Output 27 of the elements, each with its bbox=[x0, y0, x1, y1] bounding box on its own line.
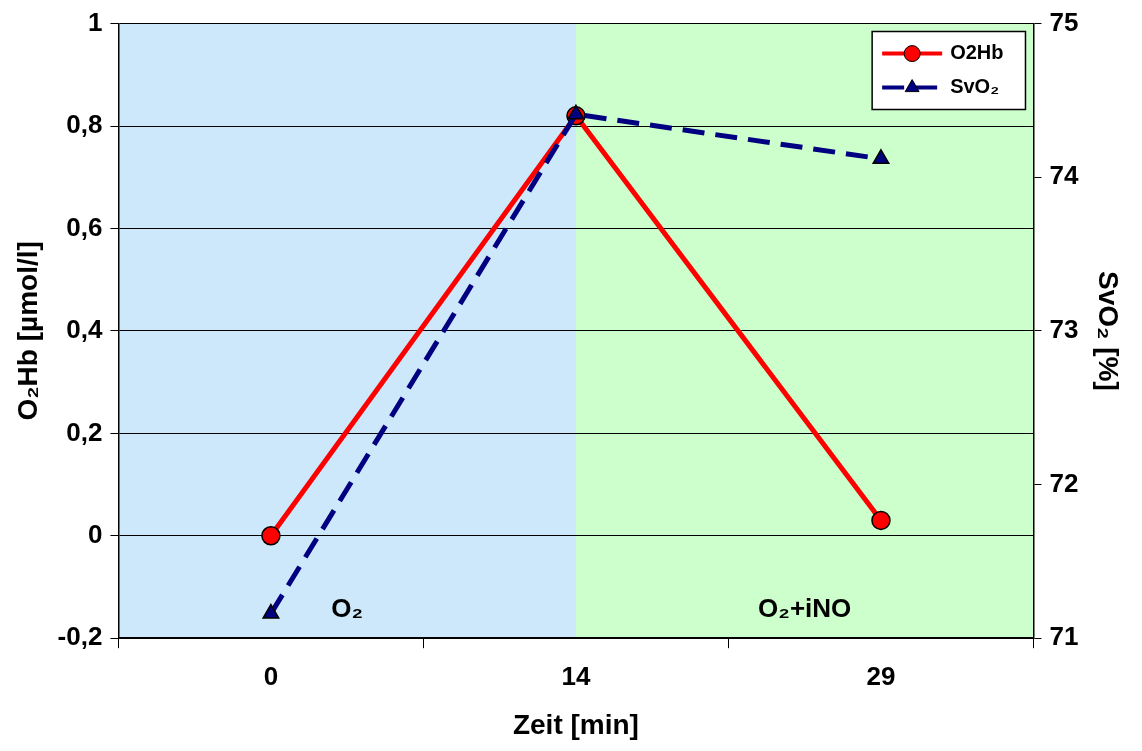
y-tick-label: 0,6 bbox=[66, 211, 103, 242]
y-axis-title: O₂Hb [µmol/l] bbox=[11, 241, 43, 421]
point bbox=[262, 603, 280, 619]
y2-tick-label: 75 bbox=[1049, 6, 1079, 37]
band-label: O₂ bbox=[331, 593, 364, 624]
y-tick-label: 0 bbox=[87, 518, 103, 549]
point bbox=[261, 526, 281, 546]
point bbox=[872, 149, 890, 165]
x-tick-label: 14 bbox=[561, 660, 591, 691]
y-tick-label: 0,8 bbox=[66, 109, 103, 140]
y-tick-label: 0,2 bbox=[66, 416, 103, 447]
legend-label: SvO₂ bbox=[950, 75, 1000, 98]
y-tick-label: 0,4 bbox=[66, 314, 103, 345]
y2-tick-label: 74 bbox=[1049, 160, 1079, 191]
y-tick-label: -0,2 bbox=[57, 621, 103, 652]
y2-tick-label: 71 bbox=[1049, 621, 1079, 652]
x-axis-title: Zeit [min] bbox=[512, 708, 639, 740]
x-tick-label: 0 bbox=[263, 660, 279, 691]
y2-axis-title: SvO₂ [%] bbox=[1093, 271, 1125, 391]
x-tick-label: 29 bbox=[866, 660, 896, 691]
point bbox=[567, 104, 585, 120]
band-label: O₂+iNO bbox=[758, 593, 852, 624]
y-tick-label: 1 bbox=[87, 6, 103, 37]
y2-tick-label: 73 bbox=[1049, 314, 1079, 345]
legend-label: O2Hb bbox=[950, 41, 1004, 64]
y2-tick-label: 72 bbox=[1049, 467, 1079, 498]
point bbox=[871, 510, 891, 531]
